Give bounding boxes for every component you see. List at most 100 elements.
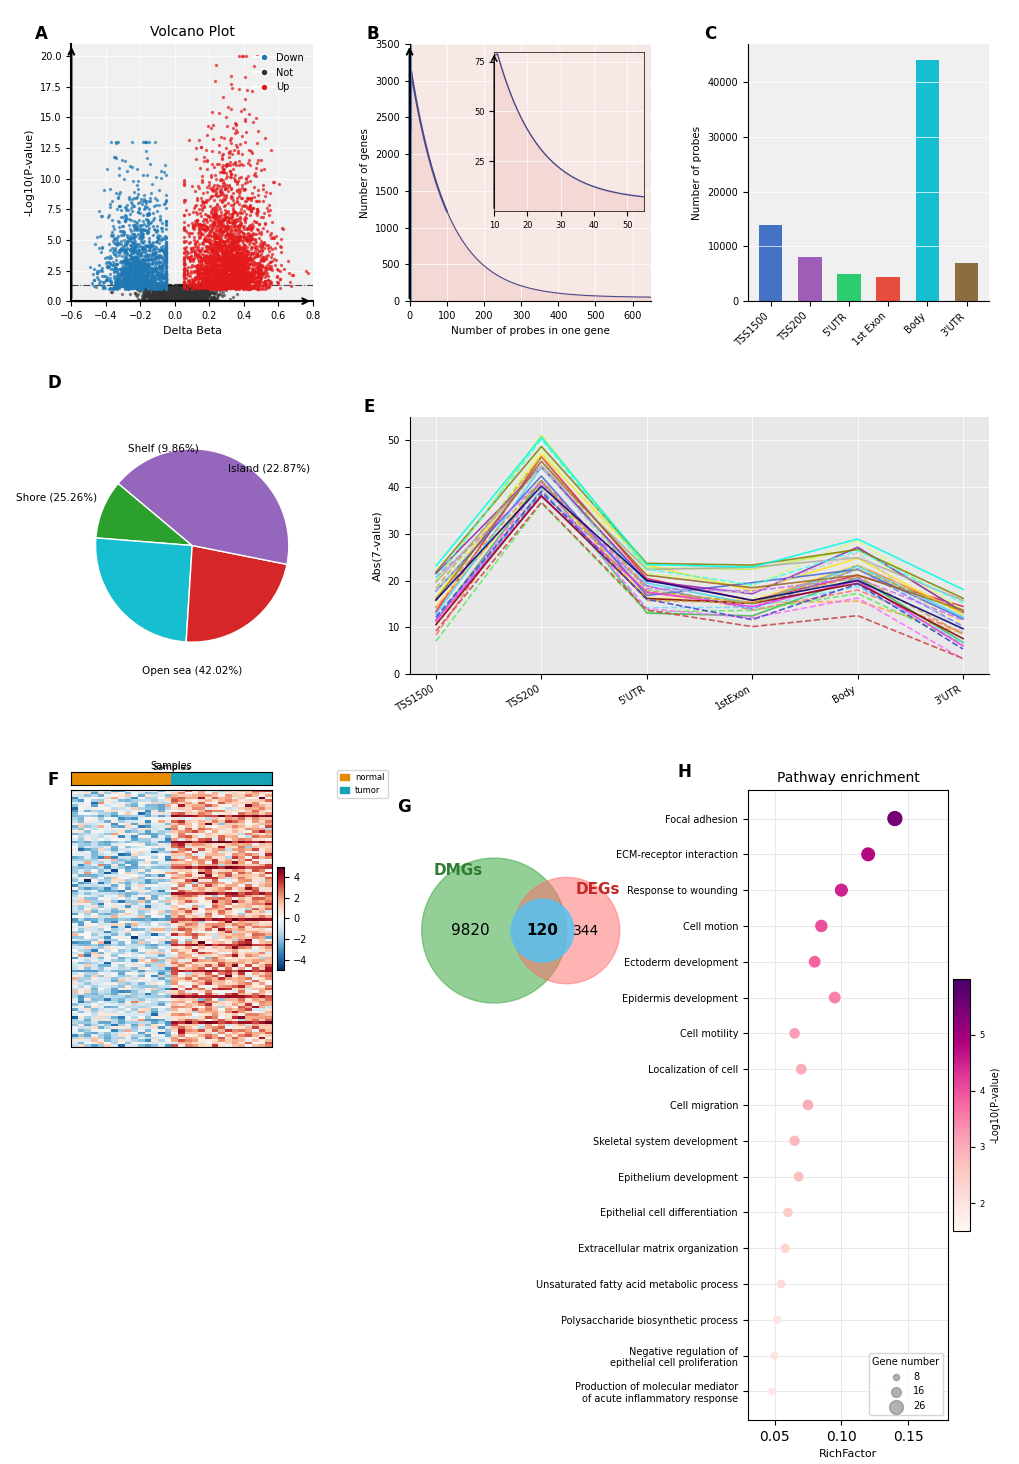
Point xyxy=(92,269,108,293)
Point xyxy=(231,212,248,236)
Point xyxy=(166,287,182,310)
Point xyxy=(115,214,131,237)
Point xyxy=(202,274,218,297)
Point xyxy=(206,253,222,277)
Point xyxy=(230,264,247,287)
Point xyxy=(236,255,253,278)
Point xyxy=(248,209,264,233)
Point xyxy=(165,277,181,300)
Point xyxy=(190,280,206,303)
Point xyxy=(165,275,181,299)
Point xyxy=(159,274,175,297)
Point xyxy=(209,224,225,247)
Point xyxy=(141,189,157,212)
Point xyxy=(142,186,158,209)
Point xyxy=(110,211,126,234)
Point xyxy=(217,259,233,283)
Point xyxy=(300,261,316,284)
Point xyxy=(203,269,219,293)
Point xyxy=(201,250,217,274)
Point xyxy=(144,283,160,306)
Point xyxy=(859,843,875,867)
Point xyxy=(165,281,181,305)
Point xyxy=(224,239,240,262)
Point xyxy=(219,208,235,231)
Point xyxy=(197,285,213,309)
Point xyxy=(158,277,174,300)
Point xyxy=(149,280,165,303)
Point xyxy=(195,274,211,297)
Point xyxy=(138,139,154,163)
Point xyxy=(128,258,145,281)
Point xyxy=(222,277,238,300)
Point xyxy=(224,269,240,293)
Point xyxy=(183,287,200,310)
Point xyxy=(263,272,279,296)
Point xyxy=(158,231,174,255)
Point xyxy=(221,243,237,266)
Point xyxy=(185,247,202,271)
Point xyxy=(154,281,170,305)
Point xyxy=(139,208,155,231)
Point xyxy=(195,277,211,300)
Point xyxy=(212,272,228,296)
Point xyxy=(209,272,225,296)
Point xyxy=(177,280,194,303)
Point xyxy=(112,262,128,285)
Point xyxy=(179,275,196,299)
Point xyxy=(214,252,230,275)
Point xyxy=(232,247,249,271)
Point xyxy=(222,237,238,261)
Point xyxy=(240,261,257,284)
Point xyxy=(142,261,158,284)
Point xyxy=(146,288,162,312)
Point xyxy=(98,256,114,280)
Point xyxy=(248,157,264,180)
Point xyxy=(147,250,163,274)
Point xyxy=(176,285,193,309)
Point xyxy=(219,265,235,288)
Point xyxy=(154,266,170,290)
Point xyxy=(229,271,246,294)
Point xyxy=(179,284,196,307)
Point xyxy=(160,288,176,312)
Point xyxy=(211,233,227,256)
Point xyxy=(132,253,149,277)
Point xyxy=(212,269,228,293)
Point xyxy=(160,280,176,303)
Point xyxy=(145,288,161,312)
Point xyxy=(190,274,206,297)
Point xyxy=(174,285,191,309)
Point xyxy=(144,261,160,284)
Point xyxy=(772,1272,789,1296)
Point xyxy=(162,288,178,312)
Point xyxy=(153,255,169,278)
Point xyxy=(214,275,230,299)
Point xyxy=(155,266,171,290)
Point xyxy=(163,284,179,307)
Point xyxy=(89,265,105,288)
Point xyxy=(211,203,227,227)
Point xyxy=(207,231,223,255)
Point xyxy=(190,288,206,312)
Point xyxy=(243,215,259,239)
Point xyxy=(210,271,226,294)
Point xyxy=(163,274,179,297)
Point xyxy=(148,277,164,300)
Point xyxy=(158,236,174,259)
Point xyxy=(170,278,186,302)
Point xyxy=(223,97,239,120)
Point xyxy=(194,170,210,193)
Point xyxy=(217,264,233,287)
Point xyxy=(152,284,168,307)
Point xyxy=(178,277,195,300)
Point xyxy=(222,221,238,244)
Point xyxy=(139,256,155,280)
Point xyxy=(163,274,179,297)
Point xyxy=(97,277,113,300)
Point xyxy=(118,258,135,281)
Point xyxy=(179,288,196,312)
Point xyxy=(229,265,246,288)
Point xyxy=(196,195,212,218)
Point xyxy=(118,252,135,275)
